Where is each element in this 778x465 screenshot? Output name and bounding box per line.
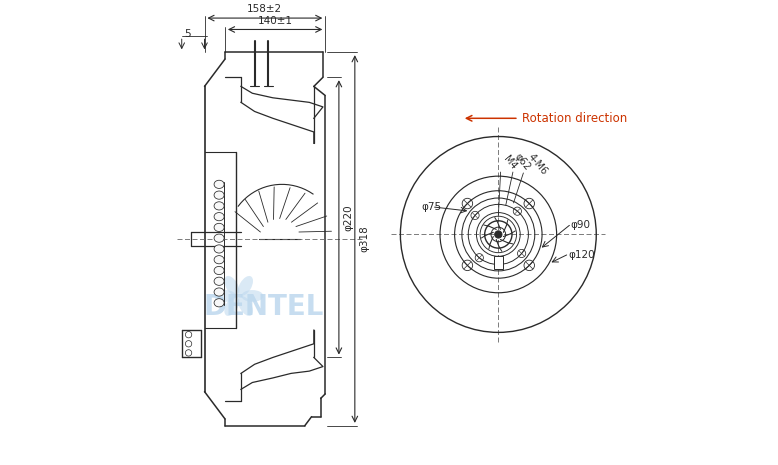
- Ellipse shape: [238, 276, 253, 296]
- Ellipse shape: [214, 213, 224, 221]
- Ellipse shape: [214, 180, 224, 188]
- Text: φ75: φ75: [422, 202, 442, 212]
- Ellipse shape: [214, 223, 224, 232]
- Ellipse shape: [214, 299, 224, 307]
- Bar: [494, 256, 503, 269]
- Ellipse shape: [214, 290, 236, 302]
- Text: 5: 5: [184, 29, 191, 39]
- Ellipse shape: [224, 276, 240, 296]
- Ellipse shape: [214, 234, 224, 242]
- Text: Rotation direction: Rotation direction: [523, 112, 628, 125]
- Ellipse shape: [214, 245, 224, 253]
- Ellipse shape: [214, 266, 224, 275]
- Ellipse shape: [214, 277, 224, 286]
- Ellipse shape: [214, 191, 224, 199]
- Ellipse shape: [241, 290, 263, 302]
- Ellipse shape: [214, 288, 224, 296]
- Text: φ90: φ90: [570, 220, 591, 230]
- Ellipse shape: [224, 296, 240, 316]
- Text: φ220: φ220: [343, 204, 353, 231]
- Ellipse shape: [214, 256, 224, 264]
- Ellipse shape: [214, 202, 224, 210]
- Circle shape: [495, 231, 502, 238]
- Ellipse shape: [238, 296, 253, 316]
- Text: 158±2: 158±2: [247, 5, 282, 14]
- Text: 4-M6: 4-M6: [526, 152, 549, 177]
- Text: φ318: φ318: [359, 226, 370, 252]
- Text: 140±1: 140±1: [258, 16, 293, 26]
- Text: M4: M4: [501, 153, 518, 171]
- Text: φ120: φ120: [568, 250, 594, 260]
- Text: φ62: φ62: [513, 151, 533, 172]
- Text: DENTEL: DENTEL: [204, 293, 324, 321]
